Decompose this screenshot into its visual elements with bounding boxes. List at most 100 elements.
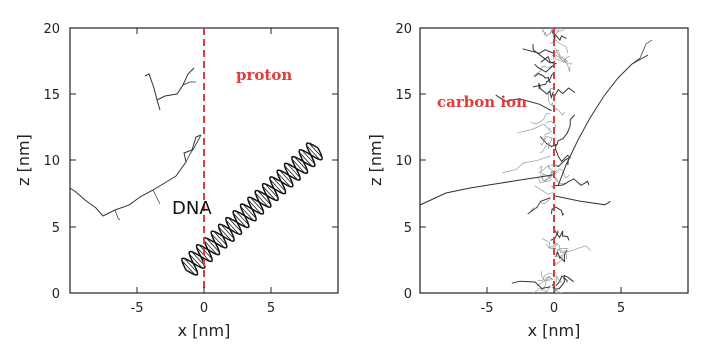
- dna-base-pair: [301, 149, 315, 165]
- electron-track: [551, 30, 567, 42]
- x-tick-label: 5: [617, 301, 625, 316]
- dna-base-pair: [242, 204, 257, 219]
- electron-track: [554, 245, 592, 253]
- electron-track: [552, 52, 570, 63]
- dna-base-pair: [235, 210, 249, 226]
- dna-base-pair: [279, 170, 293, 185]
- delta-rays: [420, 39, 653, 206]
- electron-track: [553, 290, 557, 293]
- dna-base-pair: [272, 176, 286, 192]
- electron-track: [532, 64, 556, 77]
- electron-track: [556, 274, 563, 283]
- electron-track: [156, 67, 195, 101]
- electron-track: [553, 195, 611, 206]
- x-axis-label: x [nm]: [528, 321, 581, 340]
- dna-base-pair: [220, 224, 235, 239]
- electron-track: [540, 130, 553, 146]
- electron-track: [539, 137, 553, 153]
- electron-track: [541, 271, 553, 282]
- electron-track: [545, 120, 556, 129]
- y-axis-label: z [nm]: [366, 134, 385, 186]
- electron-track: [538, 164, 554, 174]
- dna-base-pair: [306, 145, 320, 160]
- panel-carbon-ion: carbon ion 20 15 10 5 0 -5 0 5 x [nm] z …: [366, 22, 689, 340]
- electron-track: [538, 82, 554, 100]
- y-axis: [420, 27, 688, 294]
- electron-track: [534, 72, 552, 83]
- y-tick-label: 15: [395, 88, 412, 103]
- electron-track: [554, 145, 571, 163]
- dna-base-pair: [264, 183, 279, 199]
- dna-base-pair: [233, 213, 247, 228]
- electron-track: [539, 165, 558, 182]
- electron-track: [144, 73, 161, 111]
- y-tick-label: 10: [43, 154, 60, 169]
- electron-track: [554, 250, 569, 257]
- x-tick-label: -5: [131, 301, 144, 316]
- dna-base-pair: [255, 192, 269, 208]
- y-tick-label: 15: [43, 88, 60, 103]
- electron-track: [554, 255, 563, 266]
- electron-track: [553, 28, 561, 36]
- electron-track: [511, 280, 551, 290]
- y-tick-label: 20: [43, 22, 60, 37]
- x-axis: [486, 287, 622, 293]
- x-tick-label: 5: [267, 301, 275, 316]
- y-tick-label: 5: [404, 221, 412, 236]
- dna-base-pair: [269, 179, 284, 194]
- electron-tracks: [69, 67, 202, 221]
- electron-track: [550, 28, 565, 35]
- electron-track: [557, 54, 649, 187]
- dna-base-pair: [299, 152, 313, 167]
- dna-base-pair: [184, 258, 198, 273]
- particle-label: carbon ion: [437, 93, 527, 111]
- electron-track: [631, 39, 653, 65]
- electron-track: [551, 287, 563, 293]
- dna-base-pair: [294, 156, 308, 172]
- electron-track: [152, 189, 161, 205]
- dna-base-pair: [286, 163, 301, 178]
- dna-helix: [181, 142, 323, 276]
- dna-base-pair: [277, 172, 291, 187]
- electron-track: [550, 101, 566, 116]
- electron-track: [537, 271, 557, 282]
- electron-track: [555, 249, 568, 263]
- x-tick-label: 0: [550, 301, 558, 316]
- y-tick-label: 5: [52, 221, 60, 236]
- dna-base-pair: [228, 217, 242, 233]
- dna-base-pair: [189, 253, 203, 269]
- x-tick-label: -5: [481, 301, 494, 316]
- electron-track: [555, 275, 568, 287]
- electron-track: [185, 134, 202, 163]
- dna-base-pair: [213, 231, 227, 246]
- dna-base-pair: [218, 226, 232, 242]
- x-axis: [136, 28, 272, 293]
- dna-base-pair: [291, 158, 306, 174]
- dna-base-pair: [308, 143, 323, 158]
- electron-track: [554, 87, 576, 96]
- electron-track: [554, 114, 575, 147]
- electron-track: [550, 206, 565, 216]
- y-tick-label: 20: [395, 22, 412, 37]
- dna-base-pair: [181, 260, 196, 275]
- dna-label: DNA: [172, 198, 212, 219]
- y-tick-label: 0: [52, 287, 60, 302]
- y-axis: [70, 27, 338, 294]
- electron-track: [545, 244, 558, 250]
- y-tick-label: 0: [404, 287, 412, 302]
- dna-strand: [181, 147, 323, 271]
- dna-base-pair: [247, 199, 262, 214]
- dna-base-pair: [191, 251, 205, 266]
- electron-track: [542, 28, 553, 37]
- dna-base-pair: [284, 165, 298, 181]
- dna-base-pair: [240, 206, 254, 221]
- x-axis-label: x [nm]: [178, 321, 231, 340]
- dna-base-pair: [262, 185, 276, 201]
- dna-base-pair: [206, 237, 220, 253]
- dna-base-pair: [250, 197, 264, 212]
- panel-proton: proton DNA 20 15 10 5 0 -5 0 5 x [nm] z …: [14, 22, 339, 340]
- y-tick-label: 10: [395, 154, 412, 169]
- electron-track: [553, 178, 590, 187]
- electron-track: [534, 63, 554, 73]
